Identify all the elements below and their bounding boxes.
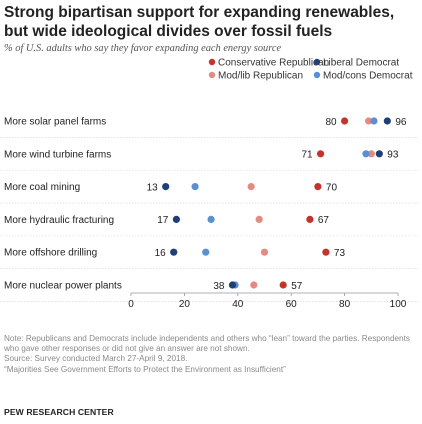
data-point bbox=[341, 117, 349, 125]
value-label-high: 96 bbox=[395, 117, 407, 128]
chart-notes: Note: Republicans and Democrats include … bbox=[4, 334, 418, 375]
value-label-low: 38 bbox=[213, 281, 225, 292]
data-point bbox=[207, 215, 215, 223]
category-label: More hydraulic fracturing bbox=[4, 215, 114, 226]
brand-logo-text: PEW RESEARCH CENTER bbox=[4, 407, 114, 417]
data-point bbox=[362, 150, 370, 158]
value-label-low: 13 bbox=[147, 182, 159, 193]
data-point bbox=[322, 248, 330, 256]
legend-label: Conservative Republican bbox=[218, 58, 329, 69]
x-tick-label: 60 bbox=[286, 299, 298, 310]
legend-label: Mod/cons Democrat bbox=[323, 71, 413, 82]
data-point bbox=[370, 117, 378, 125]
data-point bbox=[172, 215, 180, 223]
data-point bbox=[170, 248, 178, 256]
data-point bbox=[316, 150, 325, 158]
chart-title: Strong bipartisan support for expanding … bbox=[4, 4, 395, 40]
category-label: More nuclear power plants bbox=[4, 281, 122, 292]
x-tick-label: 20 bbox=[179, 299, 191, 310]
data-point bbox=[383, 117, 391, 125]
data-point bbox=[191, 183, 199, 191]
value-label-high: 70 bbox=[326, 182, 338, 193]
x-tick-label: 80 bbox=[339, 299, 351, 310]
value-label-low: 17 bbox=[157, 215, 169, 226]
source-text: Source: Survey conducted March 27-April … bbox=[4, 354, 188, 364]
data-point bbox=[279, 281, 287, 289]
data-point bbox=[250, 281, 258, 289]
data-point bbox=[228, 281, 237, 289]
data-point bbox=[162, 183, 170, 191]
category-label: More offshore drilling bbox=[4, 248, 97, 259]
legend-marker bbox=[313, 71, 321, 79]
x-tick-label: 0 bbox=[128, 299, 134, 310]
data-point bbox=[260, 248, 269, 256]
report-title: “Majorities See Government Efforts to Pr… bbox=[4, 364, 286, 374]
data-point bbox=[367, 150, 375, 158]
category-label: More wind turbine farms bbox=[4, 149, 111, 160]
data-point bbox=[314, 183, 322, 191]
value-label-low: 71 bbox=[301, 150, 313, 161]
data-point bbox=[247, 183, 255, 191]
value-label-high: 57 bbox=[291, 281, 303, 292]
value-label-low: 16 bbox=[155, 248, 167, 259]
data-point bbox=[202, 248, 210, 256]
data-point bbox=[255, 215, 263, 223]
data-point bbox=[306, 215, 314, 223]
data-point bbox=[375, 150, 383, 158]
value-label-high: 93 bbox=[387, 150, 399, 161]
note-text: Note: Republicans and Democrats include … bbox=[4, 334, 410, 354]
legend-marker bbox=[208, 71, 216, 79]
x-tick-label: 40 bbox=[232, 299, 244, 310]
x-tick-label: 100 bbox=[390, 299, 407, 310]
legend-label: Liberal Democrat bbox=[323, 58, 399, 69]
legend-marker bbox=[208, 58, 216, 66]
legend-marker bbox=[313, 58, 321, 66]
legend-label: Mod/lib Republican bbox=[218, 71, 303, 82]
value-label-high: 67 bbox=[318, 215, 330, 226]
data-point bbox=[365, 117, 373, 125]
value-label-high: 73 bbox=[334, 248, 346, 259]
category-label: More coal mining bbox=[4, 182, 80, 193]
value-label-low: 80 bbox=[325, 117, 337, 128]
chart-subtitle: % of U.S. adults who say they favor expa… bbox=[4, 43, 282, 54]
category-label: More solar panel farms bbox=[4, 117, 106, 128]
